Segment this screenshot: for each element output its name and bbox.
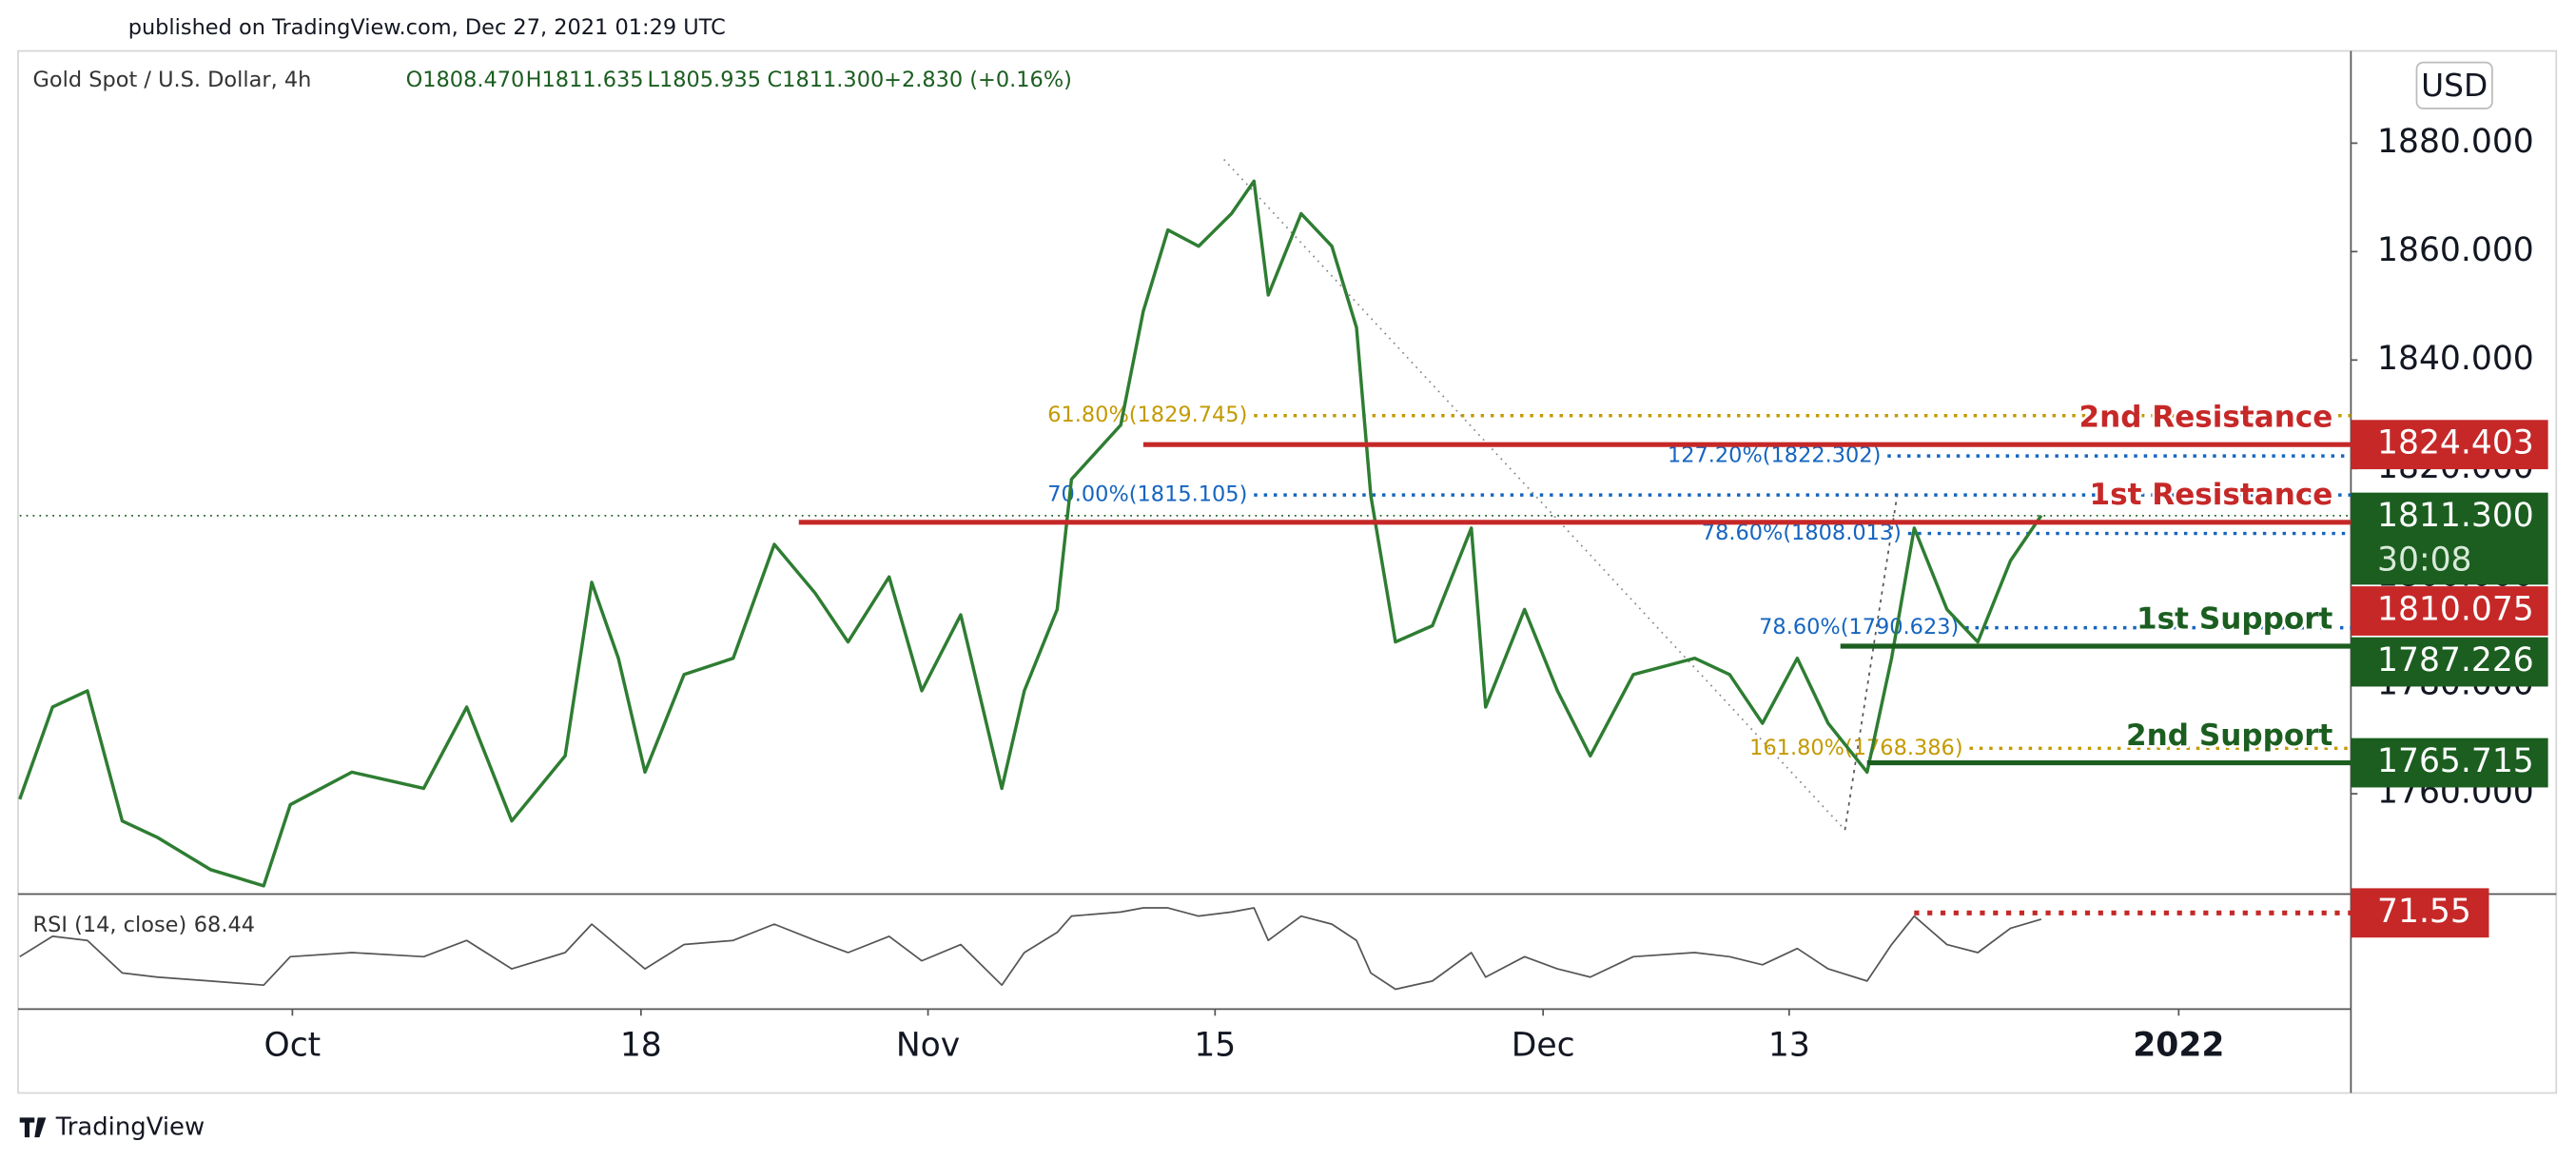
- price-box: [2351, 738, 2548, 788]
- fib-label: 61.80%(1829.745): [1047, 403, 1247, 427]
- logo-icon: [19, 1117, 47, 1138]
- fib-label: 127.20%(1822.302): [1668, 443, 1881, 468]
- x-tick-label: 13: [1768, 1027, 1810, 1065]
- rsi-box: [2351, 888, 2489, 938]
- x-tick-label: 18: [620, 1027, 662, 1065]
- price-line: [18, 179, 2043, 888]
- level-label: 1st Resistance: [2089, 478, 2332, 512]
- x-tick-label: Nov: [896, 1027, 960, 1065]
- published-note: published on TradingView.com, Dec 27, 20…: [128, 15, 726, 40]
- currency-box[interactable]: [2415, 61, 2493, 109]
- level-label: 2nd Resistance: [2078, 401, 2332, 435]
- frame: [17, 49, 2558, 1094]
- currency[interactable]: USD: [2421, 68, 2488, 104]
- trend-line: [1223, 158, 1846, 831]
- rsi-box-label: 71.55: [2377, 893, 2471, 931]
- level-label: 1st Support: [2137, 601, 2332, 636]
- price-box: [2351, 420, 2548, 470]
- x-tick-label: Oct: [264, 1027, 322, 1065]
- price-box-label: 1787.226: [2377, 641, 2534, 679]
- ohlc-low: L1805.935: [647, 68, 761, 92]
- y-tick-label: 1840.000: [2377, 340, 2534, 378]
- change: +2.830 (+0.16%): [884, 68, 1072, 92]
- rsi-value: 68.44: [194, 913, 255, 937]
- ohlc-high: H1811.635: [526, 68, 644, 92]
- rsi-title: RSI (14, close): [33, 913, 187, 937]
- ohlc-close: C1811.300: [768, 68, 885, 92]
- price-box-label: 1810.075: [2377, 591, 2534, 629]
- price-box: [2351, 637, 2548, 687]
- x-tick-label: Dec: [1512, 1027, 1575, 1065]
- rsi-line: [19, 907, 2042, 991]
- price-box-label: 1765.715: [2377, 742, 2534, 780]
- y-tick-label: 1880.000: [2377, 123, 2534, 161]
- countdown: 30:08: [2377, 541, 2472, 580]
- logo: TradingView: [19, 1112, 205, 1141]
- price-box-label: 1811.300: [2377, 497, 2534, 535]
- price-box: [2351, 492, 2548, 585]
- fib-label: 70.00%(1815.105): [1047, 482, 1247, 507]
- level-label: 2nd Support: [2126, 718, 2332, 753]
- price-box: [2351, 586, 2548, 636]
- brand: TradingView: [55, 1112, 205, 1141]
- x-tick-label: 15: [1194, 1027, 1236, 1065]
- y-tick-label: 1860.000: [2377, 231, 2534, 269]
- symbol-title: Gold Spot / U.S. Dollar, 4h: [33, 68, 312, 92]
- price-box-label: 1824.403: [2377, 424, 2534, 462]
- x-tick-label: 2022: [2133, 1027, 2224, 1065]
- fib-label: 78.60%(1790.623): [1759, 615, 1959, 640]
- ohlc-open: O1808.470: [406, 68, 525, 92]
